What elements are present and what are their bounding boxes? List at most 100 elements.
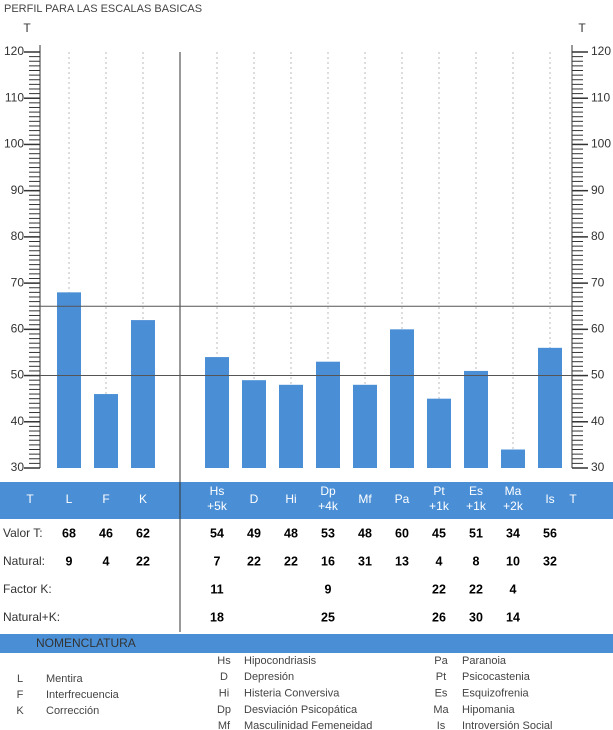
nomenclature-band <box>0 634 613 653</box>
nom-name: Esquizofrenia <box>462 688 530 700</box>
valor-t: 48 <box>284 526 298 540</box>
row-label: Factor K: <box>3 582 52 596</box>
y-tick-label: 30 <box>11 460 25 474</box>
nom-name: Interfrecuencia <box>46 689 120 701</box>
cell: 7 <box>214 554 221 568</box>
bar <box>427 398 451 468</box>
x-tick-label: Es <box>469 484 483 498</box>
bar <box>242 380 266 468</box>
k-correction: +1k <box>466 499 487 513</box>
x-tick-label: Pt <box>433 484 445 498</box>
y-tick-label: 40 <box>591 414 605 428</box>
cell: 22 <box>469 582 483 596</box>
cell: 10 <box>506 554 520 568</box>
nom-name: Introversión Social <box>462 720 553 730</box>
k-correction: +5k <box>207 499 228 513</box>
valor-t: 34 <box>506 526 520 540</box>
cell: 26 <box>432 610 446 624</box>
nom-code: Dp <box>217 704 231 716</box>
valor-t: 62 <box>136 526 150 540</box>
y-tick-label: 110 <box>5 90 24 104</box>
y-tick-label: 120 <box>591 44 611 58</box>
header-t: T <box>569 492 577 506</box>
nom-code: L <box>17 673 23 685</box>
nom-name: Psicocastenia <box>462 671 531 683</box>
y-tick-label: 40 <box>11 414 25 428</box>
valor-t: 60 <box>395 526 409 540</box>
bar <box>131 320 155 468</box>
nom-code: Pt <box>436 671 446 683</box>
nom-name: Desviación Psicopática <box>244 704 358 716</box>
axis-label: T <box>23 21 31 35</box>
nom-code: Mf <box>218 720 231 730</box>
cell: 13 <box>395 554 409 568</box>
valor-t: 45 <box>432 526 446 540</box>
cell: 9 <box>325 582 332 596</box>
nomenclature-title: NOMENCLATURA <box>36 636 136 650</box>
y-tick-label: 120 <box>4 44 24 58</box>
cell: 4 <box>103 554 110 568</box>
cell: 22 <box>432 582 446 596</box>
bar <box>279 384 303 468</box>
cell: 9 <box>66 554 73 568</box>
x-tick-label: Hi <box>285 492 296 506</box>
row-label: Natural+K: <box>3 610 60 624</box>
header-band <box>0 482 613 519</box>
bar <box>316 361 340 468</box>
valor-t: 56 <box>543 526 557 540</box>
y-tick-label: 60 <box>591 322 605 336</box>
x-tick-label: D <box>250 492 259 506</box>
cell: 14 <box>506 610 520 624</box>
x-tick-label: Is <box>545 492 554 506</box>
valor-t: 49 <box>247 526 261 540</box>
x-tick-label: Hs <box>210 484 225 498</box>
cell: 22 <box>247 554 261 568</box>
y-tick-label: 50 <box>11 368 25 382</box>
nom-code: Ma <box>433 704 449 716</box>
y-tick-label: 100 <box>591 137 611 151</box>
x-tick-label: K <box>139 492 147 506</box>
y-tick-label: 70 <box>591 275 605 289</box>
row-label: Natural: <box>3 554 45 568</box>
nom-code: Hs <box>217 655 231 667</box>
x-tick-label: Mf <box>358 492 372 506</box>
nom-name: Mentira <box>46 673 84 685</box>
nom-code: K <box>16 705 24 717</box>
row-label: Valor T: <box>3 526 43 540</box>
nom-name: Depresión <box>244 671 294 683</box>
cell: 8 <box>473 554 480 568</box>
y-tick-label: 80 <box>11 229 25 243</box>
page-title: PERFIL PARA LAS ESCALAS BASICAS <box>4 3 202 15</box>
nom-code: Is <box>437 720 446 730</box>
bar <box>538 347 562 468</box>
axis-label: T <box>578 21 586 35</box>
y-tick-label: 80 <box>591 229 605 243</box>
bar <box>464 370 488 468</box>
nom-name: Corrección <box>46 705 99 717</box>
y-tick-label: 50 <box>591 368 605 382</box>
k-correction: +2k <box>503 499 524 513</box>
nom-name: Histeria Conversiva <box>244 688 340 700</box>
nom-code: Pa <box>434 655 448 667</box>
nom-code: F <box>17 689 24 701</box>
valor-t: 54 <box>210 526 224 540</box>
y-tick-label: 110 <box>591 90 610 104</box>
valor-t: 46 <box>99 526 113 540</box>
x-tick-label: Dp <box>320 484 336 498</box>
bar <box>390 329 414 468</box>
nom-code: D <box>220 671 228 683</box>
nom-code: Hi <box>219 688 229 700</box>
y-tick-label: 60 <box>11 322 25 336</box>
cell: 11 <box>210 582 223 596</box>
cell: 31 <box>358 554 372 568</box>
cell: 22 <box>136 554 150 568</box>
nom-code: Es <box>435 688 448 700</box>
nom-name: Hipocondriasis <box>244 655 317 667</box>
k-correction: +4k <box>318 499 339 513</box>
cell: 32 <box>543 554 557 568</box>
x-tick-label: Ma <box>505 484 522 498</box>
bar <box>205 357 229 468</box>
cell: 4 <box>436 554 443 568</box>
x-tick-label: L <box>66 492 73 506</box>
